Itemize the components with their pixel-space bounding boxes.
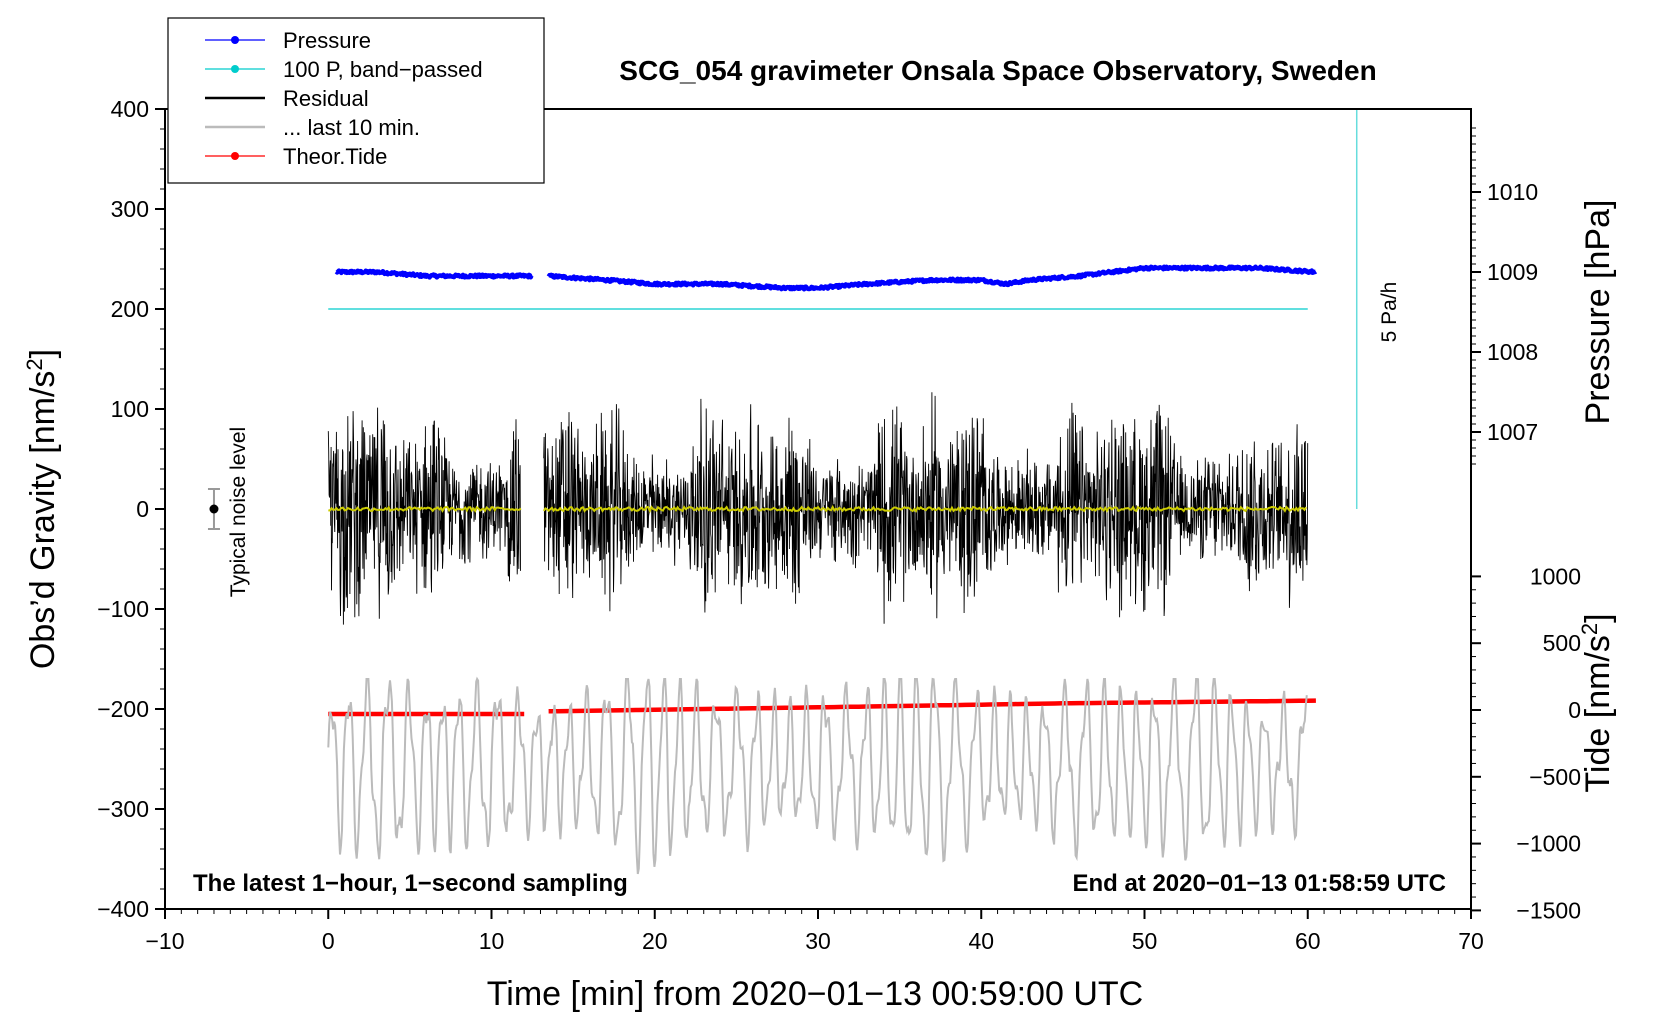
legend-marker-0 [231,36,239,44]
bottom-left-note: The latest 1−hour, 1−second sampling [193,870,628,897]
x-tick-label: 10 [479,928,505,954]
legend: Pressure 100 P, band−passed Residual ... la… [167,17,545,184]
legend-label-0: Pressure [283,28,371,53]
pressure-tick-label: 1010 [1487,179,1538,205]
pressure-tick-label: 1009 [1487,259,1538,285]
pressure-axis-label: Pressure [hPa] [1579,200,1617,425]
x-tick-label: 50 [1132,928,1158,954]
last-10-min-series [327,676,1308,875]
chart-title: SCG_054 gravimeter Onsala Space Observat… [619,55,1376,86]
y-tick-label: −200 [97,696,149,722]
y-tick-label: 200 [111,296,149,322]
pressure-series [334,264,1318,292]
tide-tick-label: 500 [1543,630,1581,656]
x-tick-label: 20 [642,928,668,954]
y-tick-label: −400 [97,896,149,922]
x-tick-label: 30 [805,928,831,954]
legend-label-2: Residual [283,86,369,111]
legend-label-1: 100 P, band−passed [283,57,483,82]
theor-tide-line [548,698,1316,714]
bottom-right-note: End at 2020−01−13 01:58:59 UTC [1072,870,1446,897]
legend-marker-4 [231,152,239,160]
residual-mean-line [328,505,522,513]
residual-mean-series [328,504,1307,514]
tide-tick-label: −1000 [1516,831,1581,857]
tide-axis-label: Tide [nm/s2] [1577,613,1617,792]
residual-mean-line [542,504,1307,514]
x-axis-ticks: −10 0 10 20 30 40 50 60 70 [145,909,1484,954]
y-tick-label: 400 [111,96,149,122]
rate-label: 5 Pa/h [1378,282,1401,343]
tide-tick-label: 0 [1568,697,1581,723]
residual-line [543,392,1309,624]
tide-tick-label: −500 [1529,764,1581,790]
pressure-line [334,268,534,280]
x-tick-label: 40 [968,928,994,954]
y-tick-label: 100 [111,396,149,422]
legend-label-3: ... last 10 min. [283,115,420,140]
x-tick-label: 60 [1295,928,1321,954]
noise-level-label: Typical noise level [227,427,250,597]
tide-tick-label: 1000 [1530,563,1581,589]
pressure-line [546,264,1318,292]
y-tick-label: −300 [97,796,149,822]
last-10-min-line [327,676,1308,875]
legend-label-4: Theor.Tide [283,144,387,169]
x-tick-label: 0 [322,928,335,954]
x-axis-label: Time [min] from 2020−01−13 00:59:00 UTC [487,975,1143,1013]
noise-dot [209,504,219,514]
y-left-axis-label: Obs’d Gravity [nm/s2] [22,349,62,669]
theor-tide-series [328,698,1316,717]
y-left-axis-ticks: 400 300 200 100 0 −100 −200 −300 −400 [97,96,165,922]
pressure-axis-ticks: 1010 1009 1008 1007 [1471,127,1538,465]
y-tick-label: 0 [136,496,149,522]
x-tick-label: 70 [1458,928,1484,954]
y-tick-label: −100 [97,596,149,622]
pressure-tick-label: 1007 [1487,419,1538,445]
legend-marker-1 [231,65,239,73]
tide-tick-label: −1500 [1516,897,1581,923]
y-tick-label: 300 [111,196,149,222]
typical-noise-marker [207,488,220,530]
tide-axis-ticks: 1000 500 0 −500 −1000 −1500 [1471,563,1581,923]
x-tick-label: −10 [145,928,184,954]
pressure-tick-label: 1008 [1487,339,1538,365]
